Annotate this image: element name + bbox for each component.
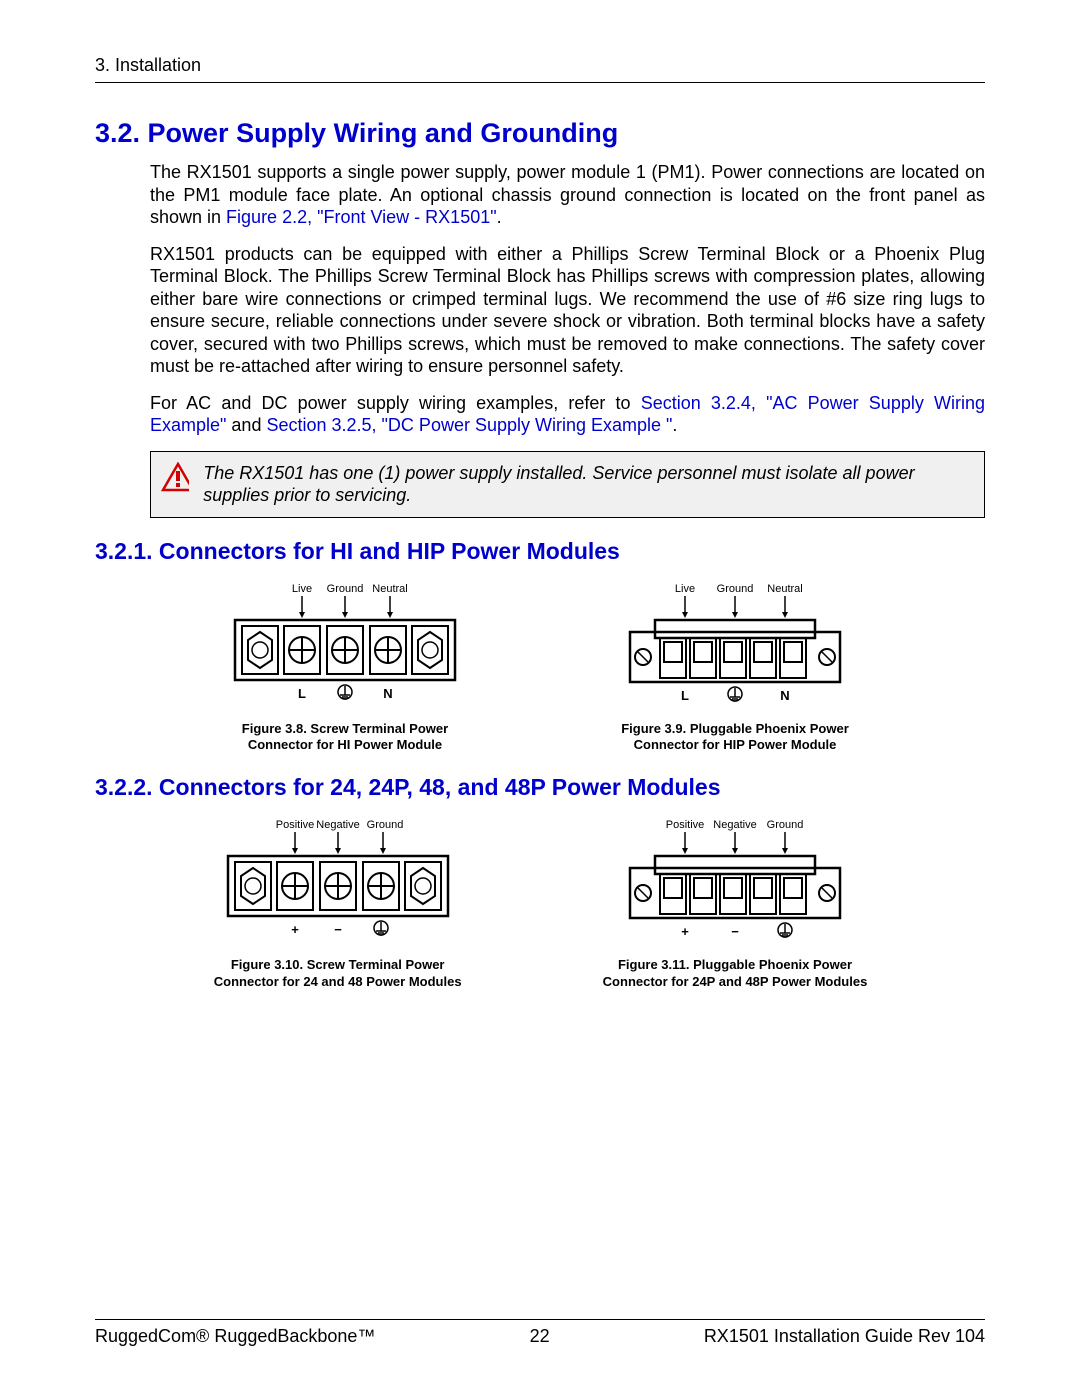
label-negative: Negative	[713, 819, 756, 831]
phoenix-diagram-24p-48p: Positive Negative Ground + −	[610, 816, 860, 946]
label-live: Live	[675, 583, 695, 595]
paragraph-3: For AC and DC power supply wiring exampl…	[150, 392, 985, 437]
label-ground: Ground	[767, 819, 804, 831]
label-negative: Negative	[316, 819, 359, 831]
figure-row-2: Positive Negative Ground +	[95, 816, 985, 991]
label-n: N	[383, 686, 392, 701]
paragraph-1: The RX1501 supports a single power suppl…	[150, 161, 985, 229]
caption-line-1: Figure 3.11. Pluggable Phoenix Power	[603, 957, 868, 974]
footer-right: RX1501 Installation Guide Rev 104	[704, 1326, 985, 1347]
label-ground: Ground	[717, 583, 754, 595]
warning-text: The RX1501 has one (1) power supply inst…	[203, 462, 970, 507]
label-minus: −	[334, 922, 342, 937]
label-n: N	[780, 688, 789, 703]
label-plus: +	[291, 922, 299, 937]
label-ground: Ground	[327, 583, 364, 595]
p1-text-b: .	[497, 207, 502, 227]
page-footer: RuggedCom® RuggedBackbone™ 22 RX1501 Ins…	[95, 1319, 985, 1347]
label-l: L	[681, 688, 689, 703]
label-ground: Ground	[366, 819, 403, 831]
warning-icon	[161, 462, 189, 492]
figure-3-9: Live Ground Neutral L N	[610, 580, 860, 755]
paragraph-2: RX1501 products can be equipped with eit…	[150, 243, 985, 378]
figure-3-11-caption: Figure 3.11. Pluggable Phoenix Power Con…	[603, 957, 868, 991]
figure-3-8: Live Ground Neutral	[220, 580, 470, 755]
figure-3-10-caption: Figure 3.10. Screw Terminal Power Connec…	[213, 957, 463, 991]
screw-terminal-diagram-24-48: Positive Negative Ground +	[213, 816, 463, 946]
caption-line-1: Figure 3.8. Screw Terminal Power	[220, 721, 470, 738]
phoenix-diagram-hip: Live Ground Neutral L N	[610, 580, 860, 710]
label-plus: +	[681, 924, 689, 939]
label-neutral: Neutral	[767, 583, 802, 595]
figure-3-8-caption: Figure 3.8. Screw Terminal Power Connect…	[220, 721, 470, 755]
caption-line-1: Figure 3.10. Screw Terminal Power	[213, 957, 463, 974]
link-section-3-2-5[interactable]: Section 3.2.5, "DC Power Supply Wiring E…	[266, 415, 672, 435]
caption-line-2: Connector for 24 and 48 Power Modules	[213, 974, 463, 991]
figure-row-1: Live Ground Neutral	[95, 580, 985, 755]
page-header: 3. Installation	[95, 55, 985, 83]
caption-line-1: Figure 3.9. Pluggable Phoenix Power	[610, 721, 860, 738]
figure-3-9-caption: Figure 3.9. Pluggable Phoenix Power Conn…	[610, 721, 860, 755]
label-live: Live	[292, 583, 312, 595]
heading-3-2-2: 3.2.2. Connectors for 24, 24P, 48, and 4…	[95, 774, 985, 801]
caption-line-2: Connector for 24P and 48P Power Modules	[603, 974, 868, 991]
heading-3-2: 3.2. Power Supply Wiring and Grounding	[95, 118, 985, 149]
screw-terminal-diagram-hi: Live Ground Neutral	[220, 580, 470, 710]
footer-page-number: 22	[530, 1326, 550, 1347]
label-positive: Positive	[666, 819, 705, 831]
link-figure-2-2[interactable]: Figure 2.2, "Front View - RX1501"	[226, 207, 497, 227]
figure-3-10: Positive Negative Ground +	[213, 816, 463, 991]
caption-line-2: Connector for HI Power Module	[220, 737, 470, 754]
p3-text-a: For AC and DC power supply wiring exampl…	[150, 393, 641, 413]
caption-line-2: Connector for HIP Power Module	[610, 737, 860, 754]
label-neutral: Neutral	[372, 583, 407, 595]
label-minus: −	[731, 924, 739, 939]
heading-3-2-1: 3.2.1. Connectors for HI and HIP Power M…	[95, 538, 985, 565]
p3-mid: and	[226, 415, 266, 435]
warning-box: The RX1501 has one (1) power supply inst…	[150, 451, 985, 518]
label-positive: Positive	[275, 819, 314, 831]
figure-3-11: Positive Negative Ground + − Figure 3.11…	[603, 816, 868, 991]
footer-left: RuggedCom® RuggedBackbone™	[95, 1326, 375, 1347]
label-l: L	[298, 686, 306, 701]
p3-text-b: .	[672, 415, 677, 435]
